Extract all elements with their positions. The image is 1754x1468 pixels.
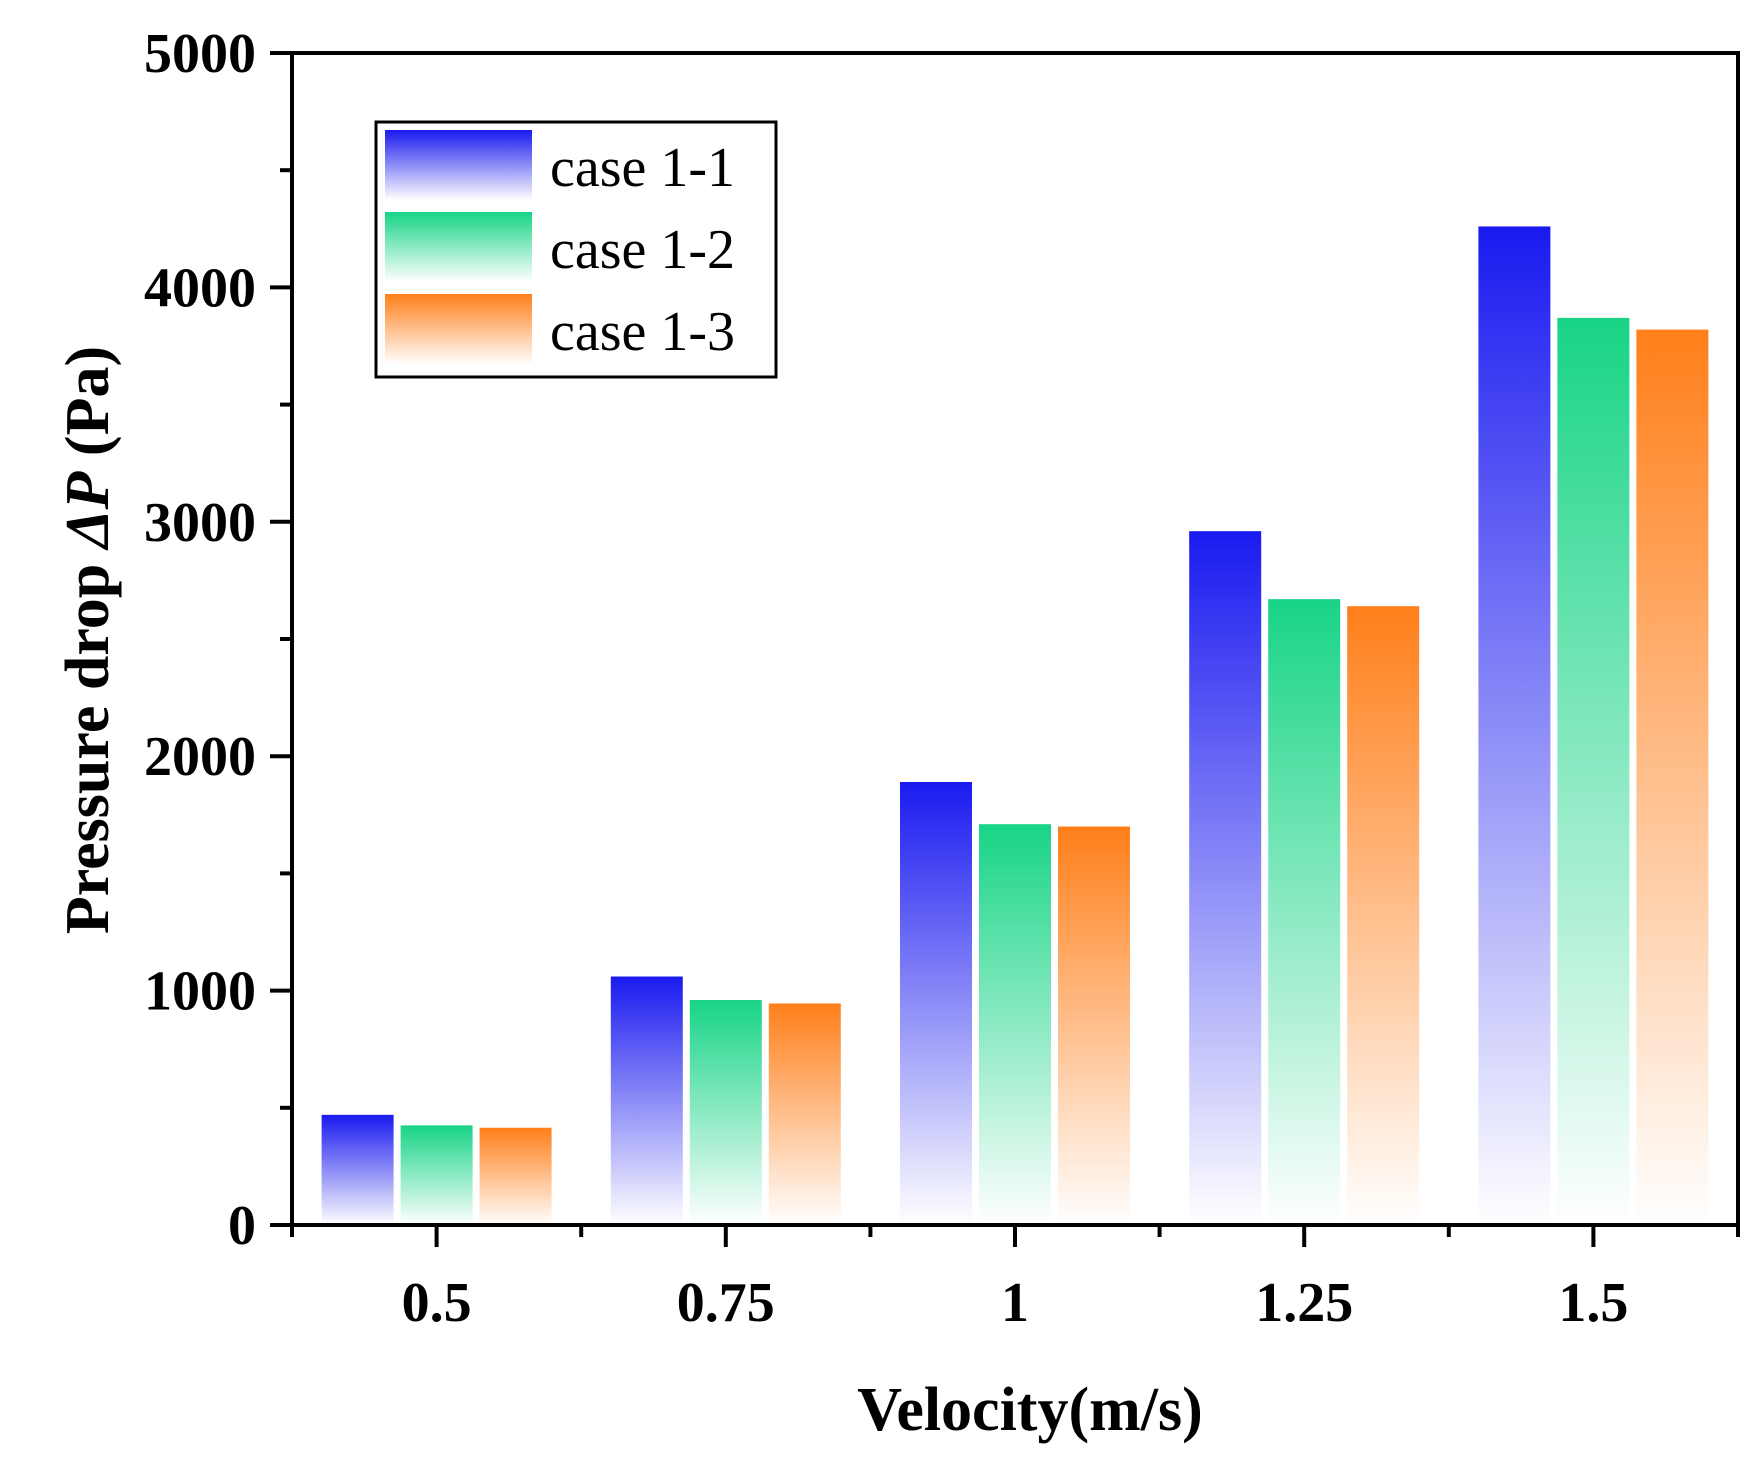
- y-tick-label: 1000: [144, 961, 256, 1023]
- legend-label-case-1-3: case 1-3: [550, 301, 735, 363]
- bar-case-1-1-0.5: [321, 1114, 394, 1225]
- x-tick-label: 0.75: [677, 1272, 775, 1334]
- bar-case-1-2-1: [979, 824, 1051, 1225]
- legend-label-case-1-1: case 1-1: [550, 137, 735, 199]
- x-tick-label: 1.5: [1558, 1272, 1628, 1334]
- bar-case-1-2-1.5: [1557, 317, 1630, 1225]
- legend-swatch-case-1-1: [385, 130, 532, 200]
- bar-case-1-1-0.75: [610, 976, 683, 1225]
- x-tick-label: 1: [1001, 1272, 1029, 1334]
- bar-case-1-1-1.25: [1189, 531, 1262, 1225]
- bar-case-1-2-1.25: [1268, 599, 1341, 1225]
- y-axis-title: Pressure drop ΔP (Pa): [54, 346, 122, 934]
- legend-swatch-case-1-3: [385, 294, 532, 364]
- bars-layer: [321, 226, 1709, 1225]
- bar-case-1-3-1: [1058, 826, 1130, 1225]
- legend: case 1-1 case 1-2 case 1-3: [374, 120, 778, 379]
- bar-case-1-3-1.5: [1636, 329, 1709, 1225]
- legend-swatch-case-1-2: [385, 212, 532, 282]
- y-tick-label: 2000: [144, 726, 256, 788]
- labels-layer: 0 1000 2000 3000 4000 5000 0.5 0.75 1 1.25 1.5 Velo…: [54, 23, 1628, 1444]
- legend-label-case-1-2: case 1-2: [550, 219, 735, 281]
- y-tick-label: 4000: [144, 257, 256, 319]
- x-tick-label: 1.25: [1255, 1272, 1353, 1334]
- axes-layer: [270, 51, 1740, 1247]
- bar-case-1-1-1: [900, 781, 972, 1225]
- bar-case-1-2-0.5: [400, 1125, 473, 1225]
- bar-case-1-3-0.75: [768, 1003, 841, 1225]
- x-tick-label: 0.5: [402, 1272, 472, 1334]
- y-tick-label: 5000: [144, 23, 256, 85]
- bar-case-1-3-1.25: [1347, 606, 1420, 1225]
- bar-case-1-3-0.5: [479, 1127, 552, 1225]
- y-tick-label: 0: [228, 1195, 256, 1257]
- bar-case-1-1-1.5: [1478, 226, 1551, 1225]
- bar-case-1-2-0.75: [689, 999, 762, 1225]
- y-tick-label: 3000: [144, 492, 256, 554]
- x-axis-title: Velocity(m/s): [857, 1376, 1203, 1444]
